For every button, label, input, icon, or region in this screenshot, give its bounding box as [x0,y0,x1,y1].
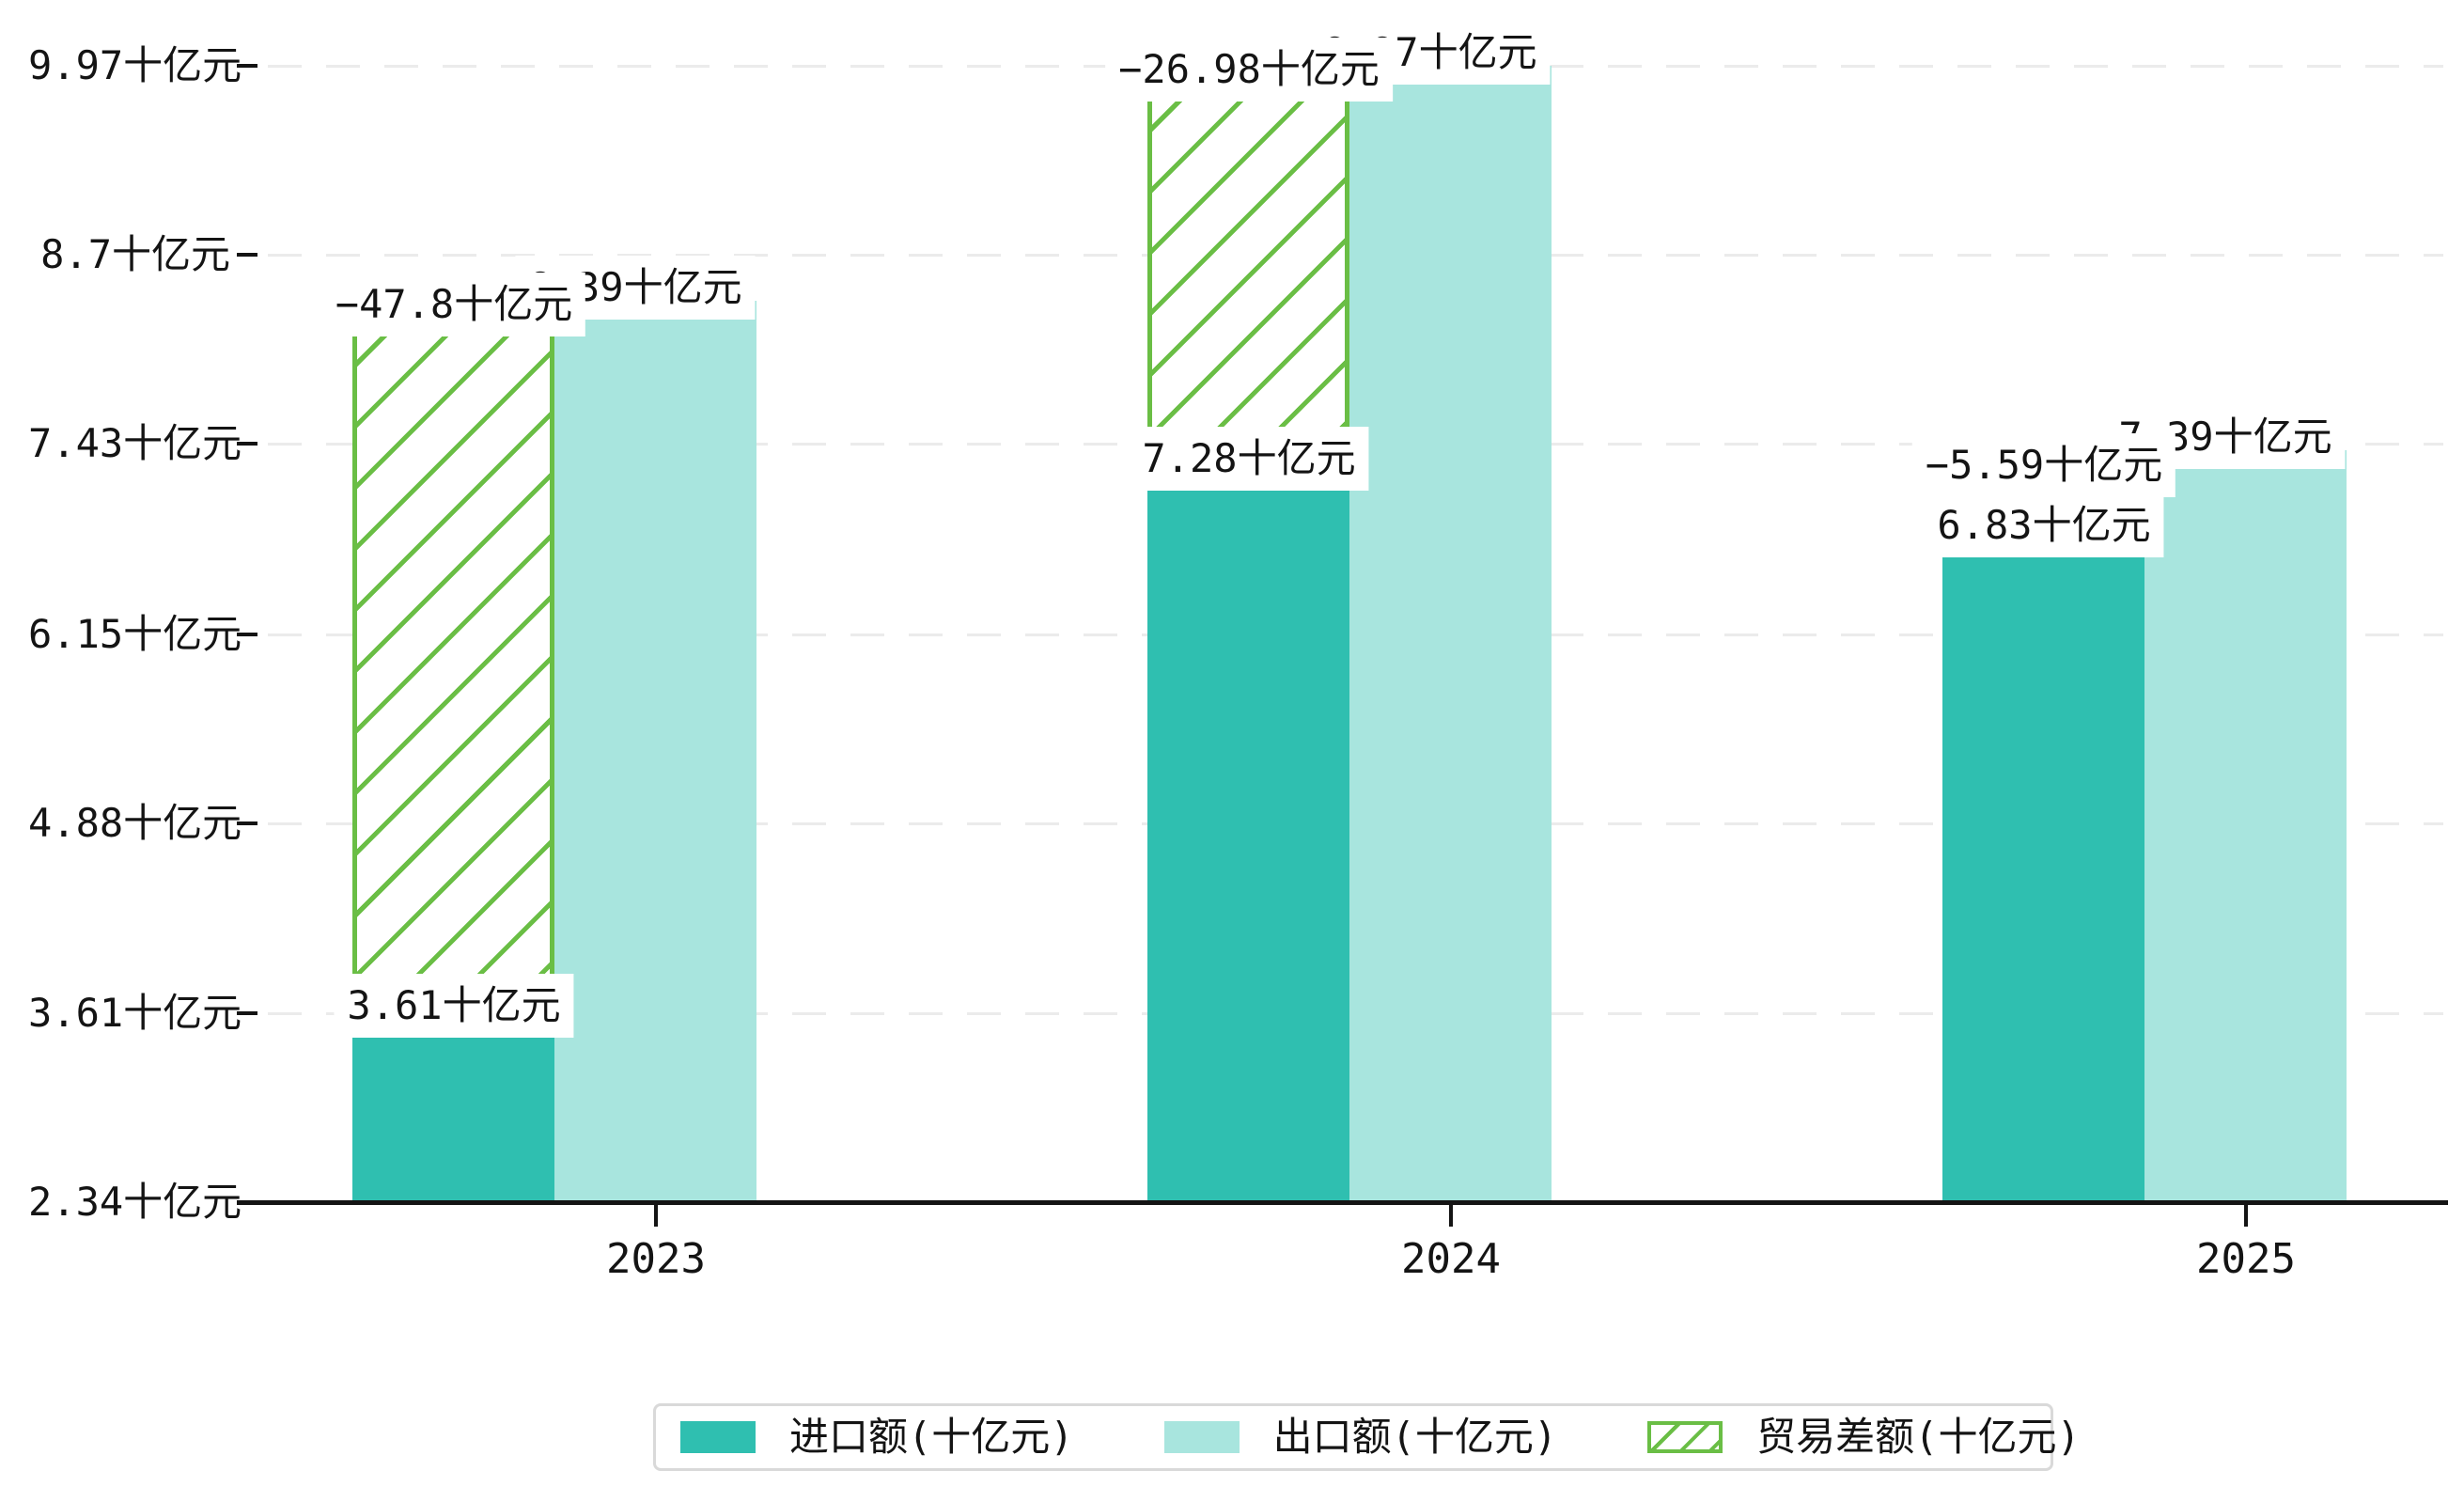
export-bar [1349,65,1552,1202]
trade-balance-value-label: −26.98十亿元 [1105,37,1393,102]
import-swatch-icon [680,1421,756,1453]
import-bar [1942,533,2144,1202]
x-axis-tick-mark [1449,1202,1453,1227]
legend-label-trade-balance: 贸易差额(十亿元) [1756,1414,2081,1460]
y-axis-tick-label: 3.61十亿元 [28,989,242,1036]
export-bar [2144,449,2347,1202]
x-axis-category-label: 2023 [606,1235,706,1283]
y-axis-tick-label: 7.43十亿元 [28,420,242,467]
trade-balance-value-label: −47.8十亿元 [321,273,586,337]
x-axis-line [237,1200,2448,1205]
trade-balance-hatch-bar [352,301,554,1013]
y-axis-tick-label: 4.88十亿元 [28,800,242,847]
import-value-label: 7.28十亿元 [1129,427,1369,491]
y-axis-tick-label: 9.97十亿元 [28,41,242,88]
legend-item-export: 出口额(十亿元) [1163,1414,1558,1460]
import-bar [1147,466,1349,1202]
y-axis-tick-mark [237,252,257,257]
y-axis-tick-label: 6.15十亿元 [28,611,242,658]
trade-balance-hatch-swatch-icon [1647,1421,1723,1453]
x-axis-tick-mark [2244,1202,2248,1227]
export-bar [554,301,756,1202]
legend-item-trade-balance: 贸易差额(十亿元) [1647,1415,2081,1460]
x-axis-category-label: 2025 [2196,1235,2296,1283]
trade-balance-value-label: −5.59十亿元 [1911,433,2176,498]
x-axis-category-label: 2024 [1401,1235,1501,1283]
import-value-label: 6.83十亿元 [1924,493,2164,558]
export-swatch-icon [1163,1421,1240,1453]
legend-label-export: 出口额(十亿元) [1272,1414,1558,1460]
y-axis-tick-mark [237,63,257,68]
y-axis-tick-mark [237,633,257,637]
y-axis-tick-mark [237,442,257,446]
import-value-label: 3.61十亿元 [334,973,574,1038]
y-axis-tick-label: 2.34十亿元 [28,1179,242,1225]
import-bar [352,1012,554,1202]
y-axis-tick-mark [237,821,257,826]
legend-item-import: 进口额(十亿元) [680,1415,1074,1460]
x-axis-tick-mark [654,1202,658,1227]
y-axis-tick-mark [237,1010,257,1015]
trade-balance-hatch-bar [1147,65,1349,466]
legend-label-import: 进口额(十亿元) [789,1414,1074,1460]
y-axis-tick-label: 8.7十亿元 [40,230,230,277]
legend: 进口额(十亿元) 出口额(十亿元) 贸易差额(十亿元) [653,1403,2081,1471]
